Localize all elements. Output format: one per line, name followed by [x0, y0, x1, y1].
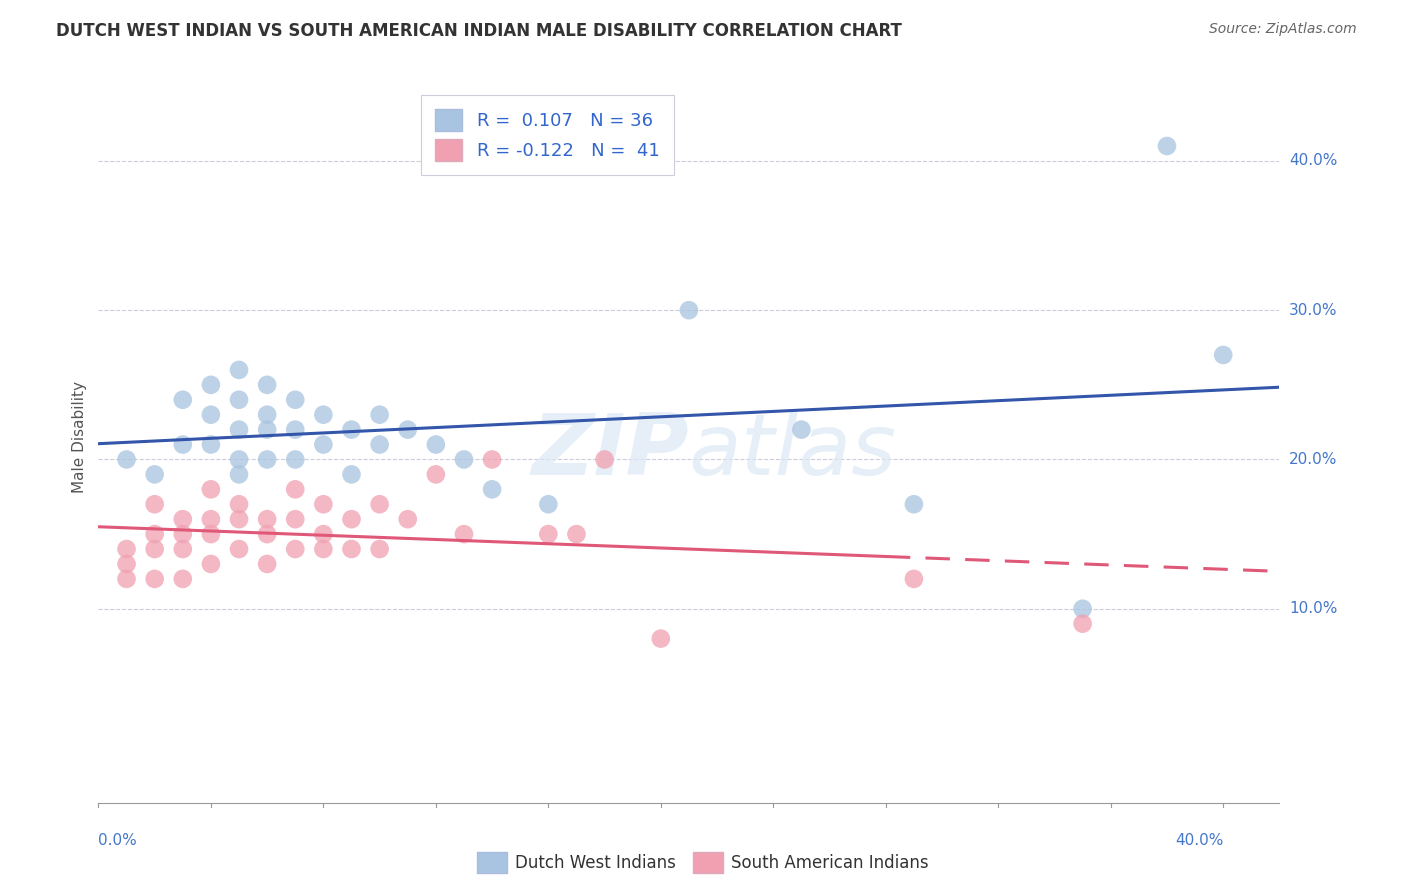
Point — [312, 542, 335, 557]
Point — [1071, 616, 1094, 631]
Point — [425, 467, 447, 482]
Point — [172, 392, 194, 407]
Point — [228, 467, 250, 482]
Point — [256, 527, 278, 541]
Point — [143, 467, 166, 482]
Point — [453, 527, 475, 541]
Text: 40.0%: 40.0% — [1289, 153, 1337, 169]
Point — [312, 408, 335, 422]
Point — [312, 437, 335, 451]
Point — [143, 497, 166, 511]
Text: 30.0%: 30.0% — [1289, 302, 1337, 318]
Text: 10.0%: 10.0% — [1289, 601, 1337, 616]
Point — [172, 527, 194, 541]
Point — [368, 497, 391, 511]
Point — [228, 452, 250, 467]
Text: Source: ZipAtlas.com: Source: ZipAtlas.com — [1209, 22, 1357, 37]
Point — [790, 423, 813, 437]
Point — [172, 572, 194, 586]
Point — [200, 377, 222, 392]
Point — [200, 557, 222, 571]
Point — [284, 452, 307, 467]
Point — [1212, 348, 1234, 362]
Point — [200, 483, 222, 497]
Point — [368, 437, 391, 451]
Point — [143, 542, 166, 557]
Y-axis label: Male Disability: Male Disability — [72, 381, 87, 493]
Point — [284, 542, 307, 557]
Text: DUTCH WEST INDIAN VS SOUTH AMERICAN INDIAN MALE DISABILITY CORRELATION CHART: DUTCH WEST INDIAN VS SOUTH AMERICAN INDI… — [56, 22, 903, 40]
Point — [284, 512, 307, 526]
Point — [340, 542, 363, 557]
Point — [368, 408, 391, 422]
Point — [200, 437, 222, 451]
Point — [903, 497, 925, 511]
Point — [256, 557, 278, 571]
Text: 0.0%: 0.0% — [98, 832, 138, 847]
Point — [1071, 601, 1094, 615]
Point — [284, 483, 307, 497]
Point — [537, 497, 560, 511]
Point — [340, 512, 363, 526]
Text: atlas: atlas — [689, 410, 897, 493]
Point — [481, 483, 503, 497]
Point — [340, 423, 363, 437]
Point — [481, 452, 503, 467]
Point — [284, 423, 307, 437]
Point — [172, 542, 194, 557]
Point — [172, 437, 194, 451]
Text: 20.0%: 20.0% — [1289, 452, 1337, 467]
Point — [1156, 139, 1178, 153]
Point — [593, 452, 616, 467]
Point — [537, 527, 560, 541]
Legend: Dutch West Indians, South American Indians: Dutch West Indians, South American India… — [471, 846, 935, 880]
Point — [368, 542, 391, 557]
Point — [200, 527, 222, 541]
Point — [678, 303, 700, 318]
Point — [228, 363, 250, 377]
Point — [228, 423, 250, 437]
Point — [172, 512, 194, 526]
Point — [115, 542, 138, 557]
Point — [565, 527, 588, 541]
Point — [284, 392, 307, 407]
Text: ZIP: ZIP — [531, 410, 689, 493]
Point — [312, 527, 335, 541]
Point — [200, 512, 222, 526]
Point — [256, 512, 278, 526]
Point — [228, 542, 250, 557]
Point — [256, 423, 278, 437]
Point — [903, 572, 925, 586]
Point — [256, 408, 278, 422]
Point — [115, 572, 138, 586]
Point — [312, 497, 335, 511]
Point — [256, 377, 278, 392]
Point — [115, 557, 138, 571]
Legend: R =  0.107   N = 36, R = -0.122   N =  41: R = 0.107 N = 36, R = -0.122 N = 41 — [420, 95, 673, 175]
Point — [228, 392, 250, 407]
Point — [228, 497, 250, 511]
Point — [453, 452, 475, 467]
Point — [143, 572, 166, 586]
Text: 40.0%: 40.0% — [1175, 832, 1223, 847]
Point — [425, 437, 447, 451]
Point — [256, 452, 278, 467]
Point — [200, 408, 222, 422]
Point — [650, 632, 672, 646]
Point — [115, 452, 138, 467]
Point — [396, 512, 419, 526]
Point — [143, 527, 166, 541]
Point — [228, 512, 250, 526]
Point — [396, 423, 419, 437]
Point — [340, 467, 363, 482]
